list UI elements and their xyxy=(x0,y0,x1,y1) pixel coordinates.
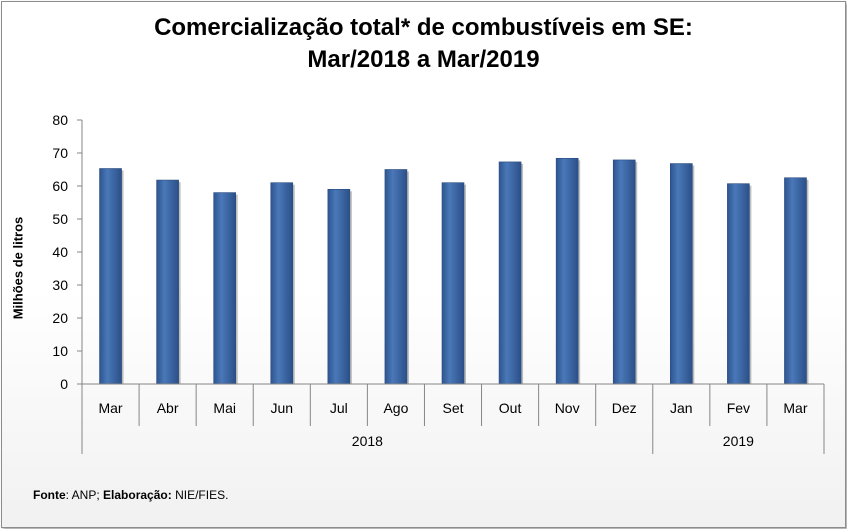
x-tick-label: Mar xyxy=(98,400,122,416)
bar-ago-5 xyxy=(384,169,408,385)
source-label: Fonte xyxy=(33,488,66,502)
y-tick-label: 40 xyxy=(52,244,68,260)
bar-jul-4 xyxy=(327,189,351,385)
bar-nov-8 xyxy=(555,157,579,385)
x-tick-label: Ago xyxy=(383,400,408,416)
year-group-label: 2018 xyxy=(352,433,383,449)
source-text: : ANP; xyxy=(65,488,104,502)
bar-jan-10 xyxy=(670,163,693,385)
chart-title-line1: Comercialização total* de combustíveis e… xyxy=(154,14,693,41)
chart-title-line2: Mar/2018 a Mar/2019 xyxy=(307,46,540,73)
year-group-label: 2019 xyxy=(723,433,754,449)
axes xyxy=(81,120,824,385)
x-tick-label: Nov xyxy=(555,400,580,416)
x-tick-label: Out xyxy=(499,400,522,416)
x-tick-label: Mai xyxy=(213,400,236,416)
bar-dez-9 xyxy=(612,159,636,385)
bar-abr-1 xyxy=(156,179,179,385)
year-group-labels: 2018 2019 xyxy=(81,426,825,454)
elaboration-text: NIE/FIES. xyxy=(171,488,229,502)
bar-mar-12 xyxy=(784,177,807,385)
y-axis-ticks: 0 10 20 30 40 50 60 70 80 xyxy=(52,112,82,392)
x-tick-label: Abr xyxy=(157,400,179,416)
elaboration-label: Elaboração: xyxy=(103,488,172,502)
source-note: Fonte: ANP; Elaboração: NIE/FIES. xyxy=(33,488,228,502)
bar-mai-2 xyxy=(213,192,236,385)
bar-out-7 xyxy=(498,161,522,385)
y-tick-label: 60 xyxy=(52,178,68,194)
x-tick-label: Dez xyxy=(612,400,637,416)
bars xyxy=(99,157,809,385)
y-tick-label: 20 xyxy=(52,310,68,326)
x-axis-labels: Mar Abr Mai Jun Jul Ago Set Out Nov Dez Jan Fev Mar xyxy=(81,384,825,426)
y-tick-label: 50 xyxy=(52,211,68,227)
x-tick-label: Jul xyxy=(330,400,348,416)
x-tick-label: Mar xyxy=(783,400,807,416)
chart-title: Comercialização total* de combustíveis e… xyxy=(0,12,847,76)
bar-set-6 xyxy=(441,182,465,385)
x-tick-label: Jun xyxy=(270,400,293,416)
x-tick-label: Fev xyxy=(727,400,750,416)
y-tick-label: 30 xyxy=(52,277,68,293)
x-tick-label: Jan xyxy=(670,400,693,416)
bar-jun-3 xyxy=(270,182,294,385)
y-tick-label: 10 xyxy=(52,343,68,359)
bar-fev-11 xyxy=(727,183,750,385)
bar-mar-0 xyxy=(99,168,122,385)
y-tick-label: 80 xyxy=(52,112,68,128)
y-tick-label: 0 xyxy=(60,376,68,392)
y-tick-label: 70 xyxy=(52,145,68,161)
x-tick-label: Set xyxy=(442,400,463,416)
